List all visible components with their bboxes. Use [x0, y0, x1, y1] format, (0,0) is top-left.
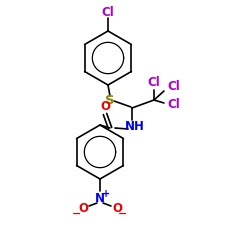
Text: Cl: Cl: [168, 80, 180, 92]
Text: Cl: Cl: [148, 76, 160, 88]
Text: +: +: [102, 189, 110, 199]
Text: −: −: [118, 209, 128, 219]
Text: S: S: [105, 94, 115, 106]
Text: O: O: [112, 202, 122, 214]
Text: O: O: [78, 202, 88, 214]
Text: N: N: [95, 192, 105, 205]
Text: −: −: [72, 209, 82, 219]
Text: O: O: [100, 100, 110, 114]
Text: Cl: Cl: [168, 98, 180, 112]
Text: NH: NH: [125, 120, 145, 134]
Text: Cl: Cl: [102, 6, 114, 18]
